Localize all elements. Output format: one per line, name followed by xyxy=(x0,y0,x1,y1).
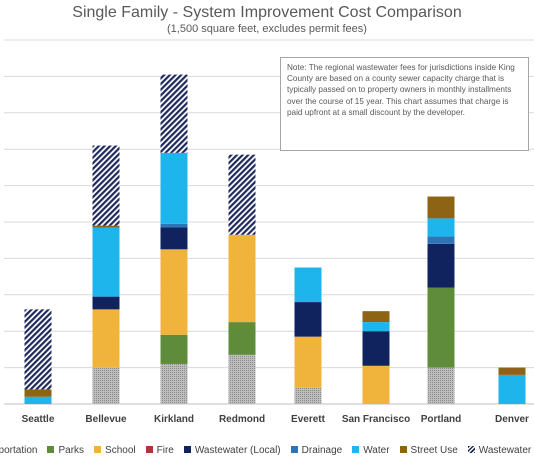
bar-segment-wastewater-regional-kirkland xyxy=(160,74,188,153)
bar-segment-transportation-portland xyxy=(427,367,455,404)
x-tick-label: Redmond xyxy=(219,414,265,425)
bar-segment-street-use-san-francisco xyxy=(362,311,390,323)
legend-label: Wastewater (Local) xyxy=(194,445,281,456)
bar-segment-school-bellevue xyxy=(92,309,120,368)
legend-swatch xyxy=(47,446,55,453)
legend-item: Street Use xyxy=(399,445,458,456)
legend-item: Drainage xyxy=(290,445,343,456)
bar-segment-water-seattle xyxy=(24,396,52,404)
legend-swatch xyxy=(399,446,407,453)
bar-segment-water-kirkland xyxy=(160,152,188,224)
legend-label: Water xyxy=(363,445,390,456)
bar-segment-transportation-bellevue xyxy=(92,367,120,404)
x-tick-label: Kirkland xyxy=(154,414,194,425)
bar-segment-school-kirkland xyxy=(160,249,188,335)
legend-label: Drainage xyxy=(301,445,343,456)
legend-swatch xyxy=(290,446,298,453)
legend-label: Wastewater (R xyxy=(478,445,534,456)
bar-segment-wastewater-local-kirkland xyxy=(160,227,188,250)
legend-swatch xyxy=(467,446,475,453)
bar-segment-water-everett xyxy=(294,267,322,303)
legend-label: Fire xyxy=(156,445,174,456)
chart-note: Note: The regional wastewater fees for j… xyxy=(280,57,529,151)
bar-segment-wastewater-local-san-francisco xyxy=(362,331,390,366)
bar-segment-school-everett xyxy=(294,336,322,388)
bar-segment-wastewater-local-portland xyxy=(427,243,455,288)
bar-segment-parks-kirkland xyxy=(160,334,188,364)
x-tick-label: Seattle xyxy=(22,414,55,425)
legend-swatch xyxy=(94,446,102,453)
legend-item: Water xyxy=(352,445,390,456)
x-axis-labels: Seattle Bellevue Kirkland Redmond Everett San… xyxy=(22,414,529,425)
bar-segment-school-san-francisco xyxy=(362,365,390,404)
legend: nsportation Parks School Fire Wastewater (Lo… xyxy=(0,442,534,462)
legend-item: Fire xyxy=(145,445,174,456)
bar-segment-wastewater-regional-bellevue xyxy=(92,145,120,226)
bar-segment-wastewater-local-bellevue xyxy=(92,296,120,310)
legend-item: Parks xyxy=(47,445,84,456)
bar-segment-transportation-redmond xyxy=(228,354,256,404)
bar-segment-street-use-denver xyxy=(498,367,526,375)
x-tick-label: Portland xyxy=(421,414,462,425)
legend-label: Parks xyxy=(58,445,85,456)
legend-item: Wastewater (R xyxy=(467,445,534,456)
bar-segment-water-bellevue xyxy=(92,227,120,297)
bars xyxy=(24,74,526,404)
x-tick-label: Bellevue xyxy=(85,414,127,425)
bar-segment-drainage-portland xyxy=(427,236,455,244)
bar-segment-school-redmond xyxy=(228,234,256,323)
bar-segment-street-use-portland xyxy=(427,196,455,219)
bar-segment-wastewater-regional-redmond xyxy=(228,154,256,235)
bar-segment-water-denver xyxy=(498,374,526,404)
bar-segment-water-portland xyxy=(427,218,455,237)
x-tick-label: Everett xyxy=(291,414,326,425)
legend-swatch xyxy=(183,446,191,453)
legend-swatch xyxy=(145,446,153,453)
bar-segment-water-san-francisco xyxy=(362,322,390,332)
bar-segment-transportation-everett xyxy=(294,387,322,404)
x-tick-label: Denver xyxy=(495,414,529,425)
legend-label: nsportation xyxy=(0,445,38,456)
bar-segment-transportation-kirkland xyxy=(160,363,188,404)
legend-swatch xyxy=(352,446,360,453)
chart-subtitle: (1,500 square feet, excludes permit fees… xyxy=(167,23,367,35)
legend-label: School xyxy=(105,445,136,456)
bar-segment-parks-redmond xyxy=(228,322,256,355)
bar-segment-wastewater-regional-seattle xyxy=(24,309,52,390)
chart-title: Single Family - System Improvement Cost … xyxy=(72,4,462,21)
legend-item: School xyxy=(94,445,136,456)
bar-segment-wastewater-local-everett xyxy=(294,302,322,337)
legend-item: Wastewater (Local) xyxy=(183,445,281,456)
legend-items: nsportation Parks School Fire Wastewater (Lo… xyxy=(0,445,534,456)
bar-segment-drainage-kirkland xyxy=(160,223,188,228)
legend-item: nsportation xyxy=(0,445,37,456)
bar-segment-street-use-seattle xyxy=(24,389,52,397)
bar-segment-street-use-bellevue xyxy=(92,225,120,228)
bar-segment-parks-portland xyxy=(427,287,455,368)
x-tick-label: San Francisco xyxy=(342,414,410,425)
legend-label: Street Use xyxy=(410,445,458,456)
